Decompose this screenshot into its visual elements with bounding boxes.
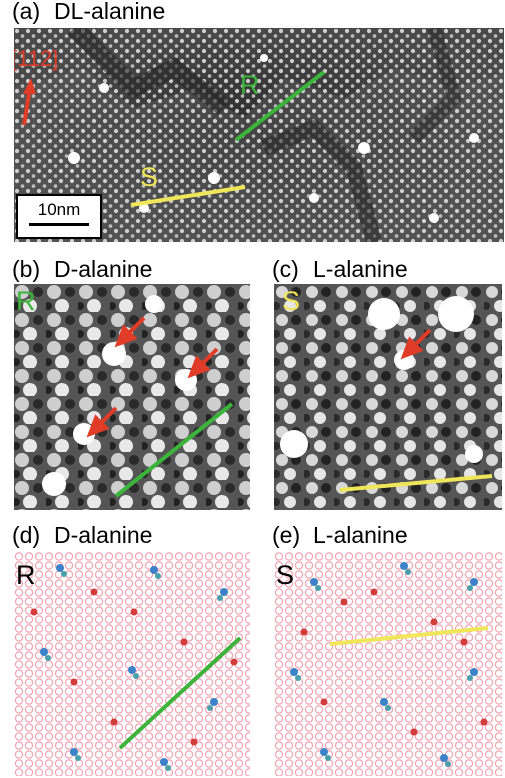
panel-a-green-line [234, 70, 326, 142]
panel-d-model: R [14, 552, 250, 776]
panel-c-tag: S [282, 286, 301, 316]
panel-e-title: L-alanine [313, 522, 408, 548]
panel-c-stm-image: S [274, 284, 502, 510]
panel-a-direction-arrow [22, 87, 32, 126]
panel-b-green-line [114, 402, 234, 498]
scale-bar [29, 223, 89, 226]
panel-d-molecules [30, 564, 238, 771]
panel-a-stm-image: [112] R S 10nm [14, 28, 504, 242]
panel-b-label: (b) [12, 256, 41, 282]
panel-b-bright-spots [42, 295, 197, 496]
panel-c-title: L-alanine [313, 256, 408, 282]
panel-e-yellow-line [329, 626, 489, 646]
panel-b-arrows [86, 316, 219, 438]
panel-b-title: D-alanine [54, 256, 153, 282]
scale-bar-label: 10nm [37, 200, 81, 219]
panel-d-svg [14, 552, 250, 776]
panel-e-model: S [274, 552, 502, 776]
panel-c-bright-spots [280, 296, 483, 463]
panel-e-molecules [290, 562, 488, 767]
panel-c-arrow [400, 328, 432, 360]
panel-a-label: (a) [12, 0, 41, 24]
panel-a-bright-clusters [68, 54, 479, 223]
panel-b-tag: R [16, 286, 36, 316]
panel-c-yellow-line [339, 474, 493, 492]
panel-d-tag: R [16, 560, 36, 590]
panel-b-stm-image: R [14, 284, 250, 510]
panel-e-svg [274, 552, 502, 776]
scale-bar-box: 10nm [16, 194, 102, 239]
panel-a-arrowhead [23, 78, 36, 94]
panel-d-green-line [118, 636, 242, 750]
panel-a-direction-label: [112] [14, 46, 59, 71]
panel-d-title: D-alanine [54, 522, 153, 548]
panel-a-tag-s: S [140, 162, 159, 192]
panel-a-tag-r: R [240, 70, 260, 100]
panel-c-svg [274, 284, 502, 510]
panel-c-label: (c) [272, 256, 299, 282]
panel-e-tag: S [276, 560, 295, 590]
panel-b-svg [14, 284, 250, 510]
panel-d-label: (d) [12, 522, 41, 548]
panel-a-title: DL-alanine [54, 0, 166, 24]
panel-e-label: (e) [272, 522, 301, 548]
panel-a-yellow-line [130, 185, 246, 207]
